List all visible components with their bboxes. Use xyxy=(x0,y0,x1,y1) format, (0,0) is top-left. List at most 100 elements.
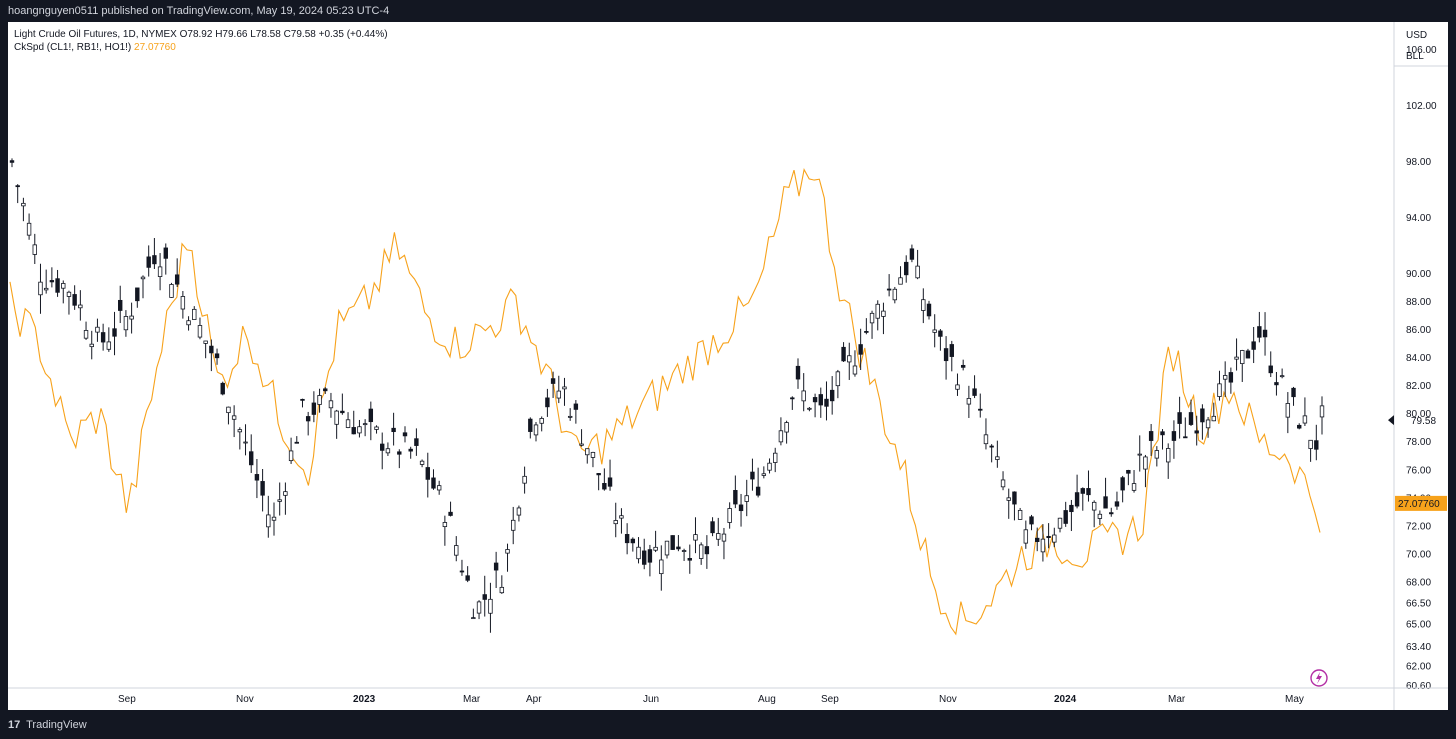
oil-candle xyxy=(767,458,772,474)
y-tick-label: 106.00 xyxy=(1406,45,1437,56)
oil-candle xyxy=(1257,311,1262,343)
tradingview-logo[interactable]: 17 TradingView xyxy=(8,718,87,732)
oil-candle xyxy=(197,317,203,340)
lightning-icon[interactable] xyxy=(1310,669,1328,687)
oil-candle xyxy=(812,393,818,418)
oil-candle xyxy=(824,381,829,421)
oil-candle xyxy=(522,466,527,494)
oil-candle xyxy=(744,479,749,517)
oil-candle xyxy=(1188,399,1194,426)
oil-candle xyxy=(1228,367,1234,394)
oil-candle xyxy=(784,420,789,444)
x-tick-label: Jun xyxy=(643,694,659,705)
oil-candle xyxy=(624,523,630,555)
oil-candle xyxy=(562,377,567,406)
oil-candle xyxy=(778,417,784,446)
oil-candle xyxy=(1279,368,1285,379)
oil-candle xyxy=(545,388,550,417)
oil-candle xyxy=(351,410,356,435)
y-tick-label: 80.00 xyxy=(1406,409,1431,420)
currency-label[interactable]: USD xyxy=(1406,30,1427,41)
oil-candle xyxy=(21,197,26,222)
oil-candle xyxy=(1217,370,1222,401)
oil-candle xyxy=(585,448,590,464)
oil-candle xyxy=(590,451,596,468)
oil-candle xyxy=(1063,501,1068,527)
oil-candle xyxy=(516,505,522,522)
oil-candle xyxy=(419,459,425,468)
oil-candle xyxy=(1052,527,1057,548)
oil-candle xyxy=(904,255,909,283)
oil-candle xyxy=(146,245,151,277)
oil-candle xyxy=(1319,396,1325,435)
oil-candle xyxy=(362,419,368,437)
y-tick-label: 68.00 xyxy=(1406,577,1431,588)
oil-candle xyxy=(698,542,704,565)
oil-candle xyxy=(738,493,744,527)
oil-candle xyxy=(898,266,903,285)
oil-candle xyxy=(1302,397,1308,427)
oil-candle xyxy=(1274,371,1279,396)
x-tick-label: May xyxy=(1285,694,1304,705)
oil-candle xyxy=(385,442,391,456)
oil-candle xyxy=(1103,477,1108,509)
oil-candle xyxy=(602,468,607,491)
oil-candle xyxy=(1017,507,1023,520)
oil-candle xyxy=(630,537,636,552)
oil-candle xyxy=(203,340,208,359)
last-price-label: 79.58 xyxy=(1411,416,1436,427)
x-tick-label: Sep xyxy=(118,694,136,705)
oil-candle xyxy=(955,373,960,396)
oil-candle xyxy=(1154,446,1160,467)
time-axis[interactable]: Sep Nov 2023 Mar Apr Jun Aug Sep Nov 2024 Mar May xyxy=(8,687,1448,705)
oil-candle xyxy=(1177,396,1182,439)
oil-candle xyxy=(414,428,419,456)
brand-name: TradingView xyxy=(26,719,87,731)
oil-candle xyxy=(106,327,112,352)
oil-candle xyxy=(123,310,129,337)
oil-candle xyxy=(892,286,898,304)
oil-candle xyxy=(1297,423,1302,430)
oil-candle xyxy=(886,274,892,297)
study-value: 27.07760 xyxy=(134,42,176,53)
oil-candle xyxy=(818,387,823,418)
x-tick-label: 2024 xyxy=(1054,694,1077,705)
oil-candle xyxy=(340,393,345,415)
oil-candle xyxy=(448,501,453,517)
oil-candle xyxy=(305,411,311,436)
oil-candle xyxy=(949,340,954,372)
oil-candle xyxy=(727,502,732,529)
legend-main: Light Crude Oil Futures, 1D, NYMEX O78.9… xyxy=(14,29,388,40)
candle-layer xyxy=(9,158,1325,633)
unit-label[interactable]: BLL xyxy=(1406,51,1424,62)
oil-candle xyxy=(271,502,277,536)
oil-candle xyxy=(277,482,282,516)
oil-candle xyxy=(488,582,493,633)
y-tick-label: 88.00 xyxy=(1406,297,1431,308)
price-axis-bg xyxy=(1394,22,1448,710)
oil-candle xyxy=(328,392,334,418)
oil-candle xyxy=(32,233,37,264)
oil-candle xyxy=(943,336,949,380)
oil-candle xyxy=(835,369,841,399)
oil-candle xyxy=(539,416,544,432)
publisher-bar: hoangnguyen0511 published on TradingView… xyxy=(0,0,1456,22)
y-tick-label: 90.00 xyxy=(1406,269,1431,280)
oil-candle xyxy=(875,300,880,331)
chart-frame[interactable]: USD BLL 106.00 102.00 98.00 94.00 90.00 88.00 86… xyxy=(8,22,1448,710)
y-tick-label: 94.00 xyxy=(1406,213,1431,224)
oil-candle xyxy=(49,267,55,288)
oil-candle xyxy=(95,318,100,342)
y-tick-label: 102.00 xyxy=(1406,101,1437,112)
oil-candle xyxy=(505,543,510,572)
oil-candle xyxy=(567,408,573,421)
oil-candle xyxy=(693,517,698,554)
oil-candle xyxy=(676,535,681,552)
oil-candle xyxy=(1080,487,1085,511)
oil-candle xyxy=(1057,517,1063,533)
oil-candle xyxy=(1285,392,1291,434)
oil-candle xyxy=(209,339,214,372)
oil-candle xyxy=(157,253,163,291)
